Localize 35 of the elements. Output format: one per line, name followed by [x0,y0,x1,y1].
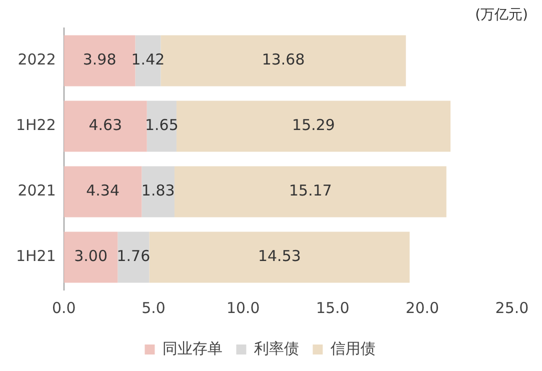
y-tick-label: 1H22 [16,116,56,134]
data-label: 13.68 [262,50,305,69]
data-label: 3.98 [82,50,116,69]
y-tick-label: 2022 [18,50,56,69]
data-label: 1.83 [141,182,175,200]
x-tick-label: 5.0 [142,298,166,317]
bar [142,166,174,218]
bar [176,100,451,152]
data-label: 1.76 [116,247,150,266]
x-tick-label: 25.0 [495,298,529,317]
legend-label: 同业存单 [162,339,222,358]
y-tick-label: 2021 [18,182,56,200]
legend-label: 信用债 [330,339,376,358]
x-tick-label: 15.0 [316,298,350,317]
x-tick-label: 20.0 [406,298,440,317]
data-label: 15.17 [288,182,332,200]
bar [118,232,150,283]
x-tick-label: 10.0 [226,298,260,317]
bar [64,166,142,218]
bar [64,100,147,152]
bar [64,232,118,283]
bar [146,100,176,152]
data-label: 1.42 [131,50,165,69]
bar [149,232,410,283]
data-label: 15.29 [292,116,335,134]
data-label: 1.65 [144,116,178,134]
bar [174,166,446,218]
data-label: 3.00 [74,247,108,266]
legend-label: 利率债 [254,339,299,358]
data-label: 14.53 [258,247,301,266]
data-label: 4.34 [86,182,120,200]
x-tick-label: 0.0 [52,298,76,317]
text: (万亿元) [475,6,528,24]
y-tick-label: 1H21 [16,247,56,266]
data-label: 4.63 [88,116,122,134]
